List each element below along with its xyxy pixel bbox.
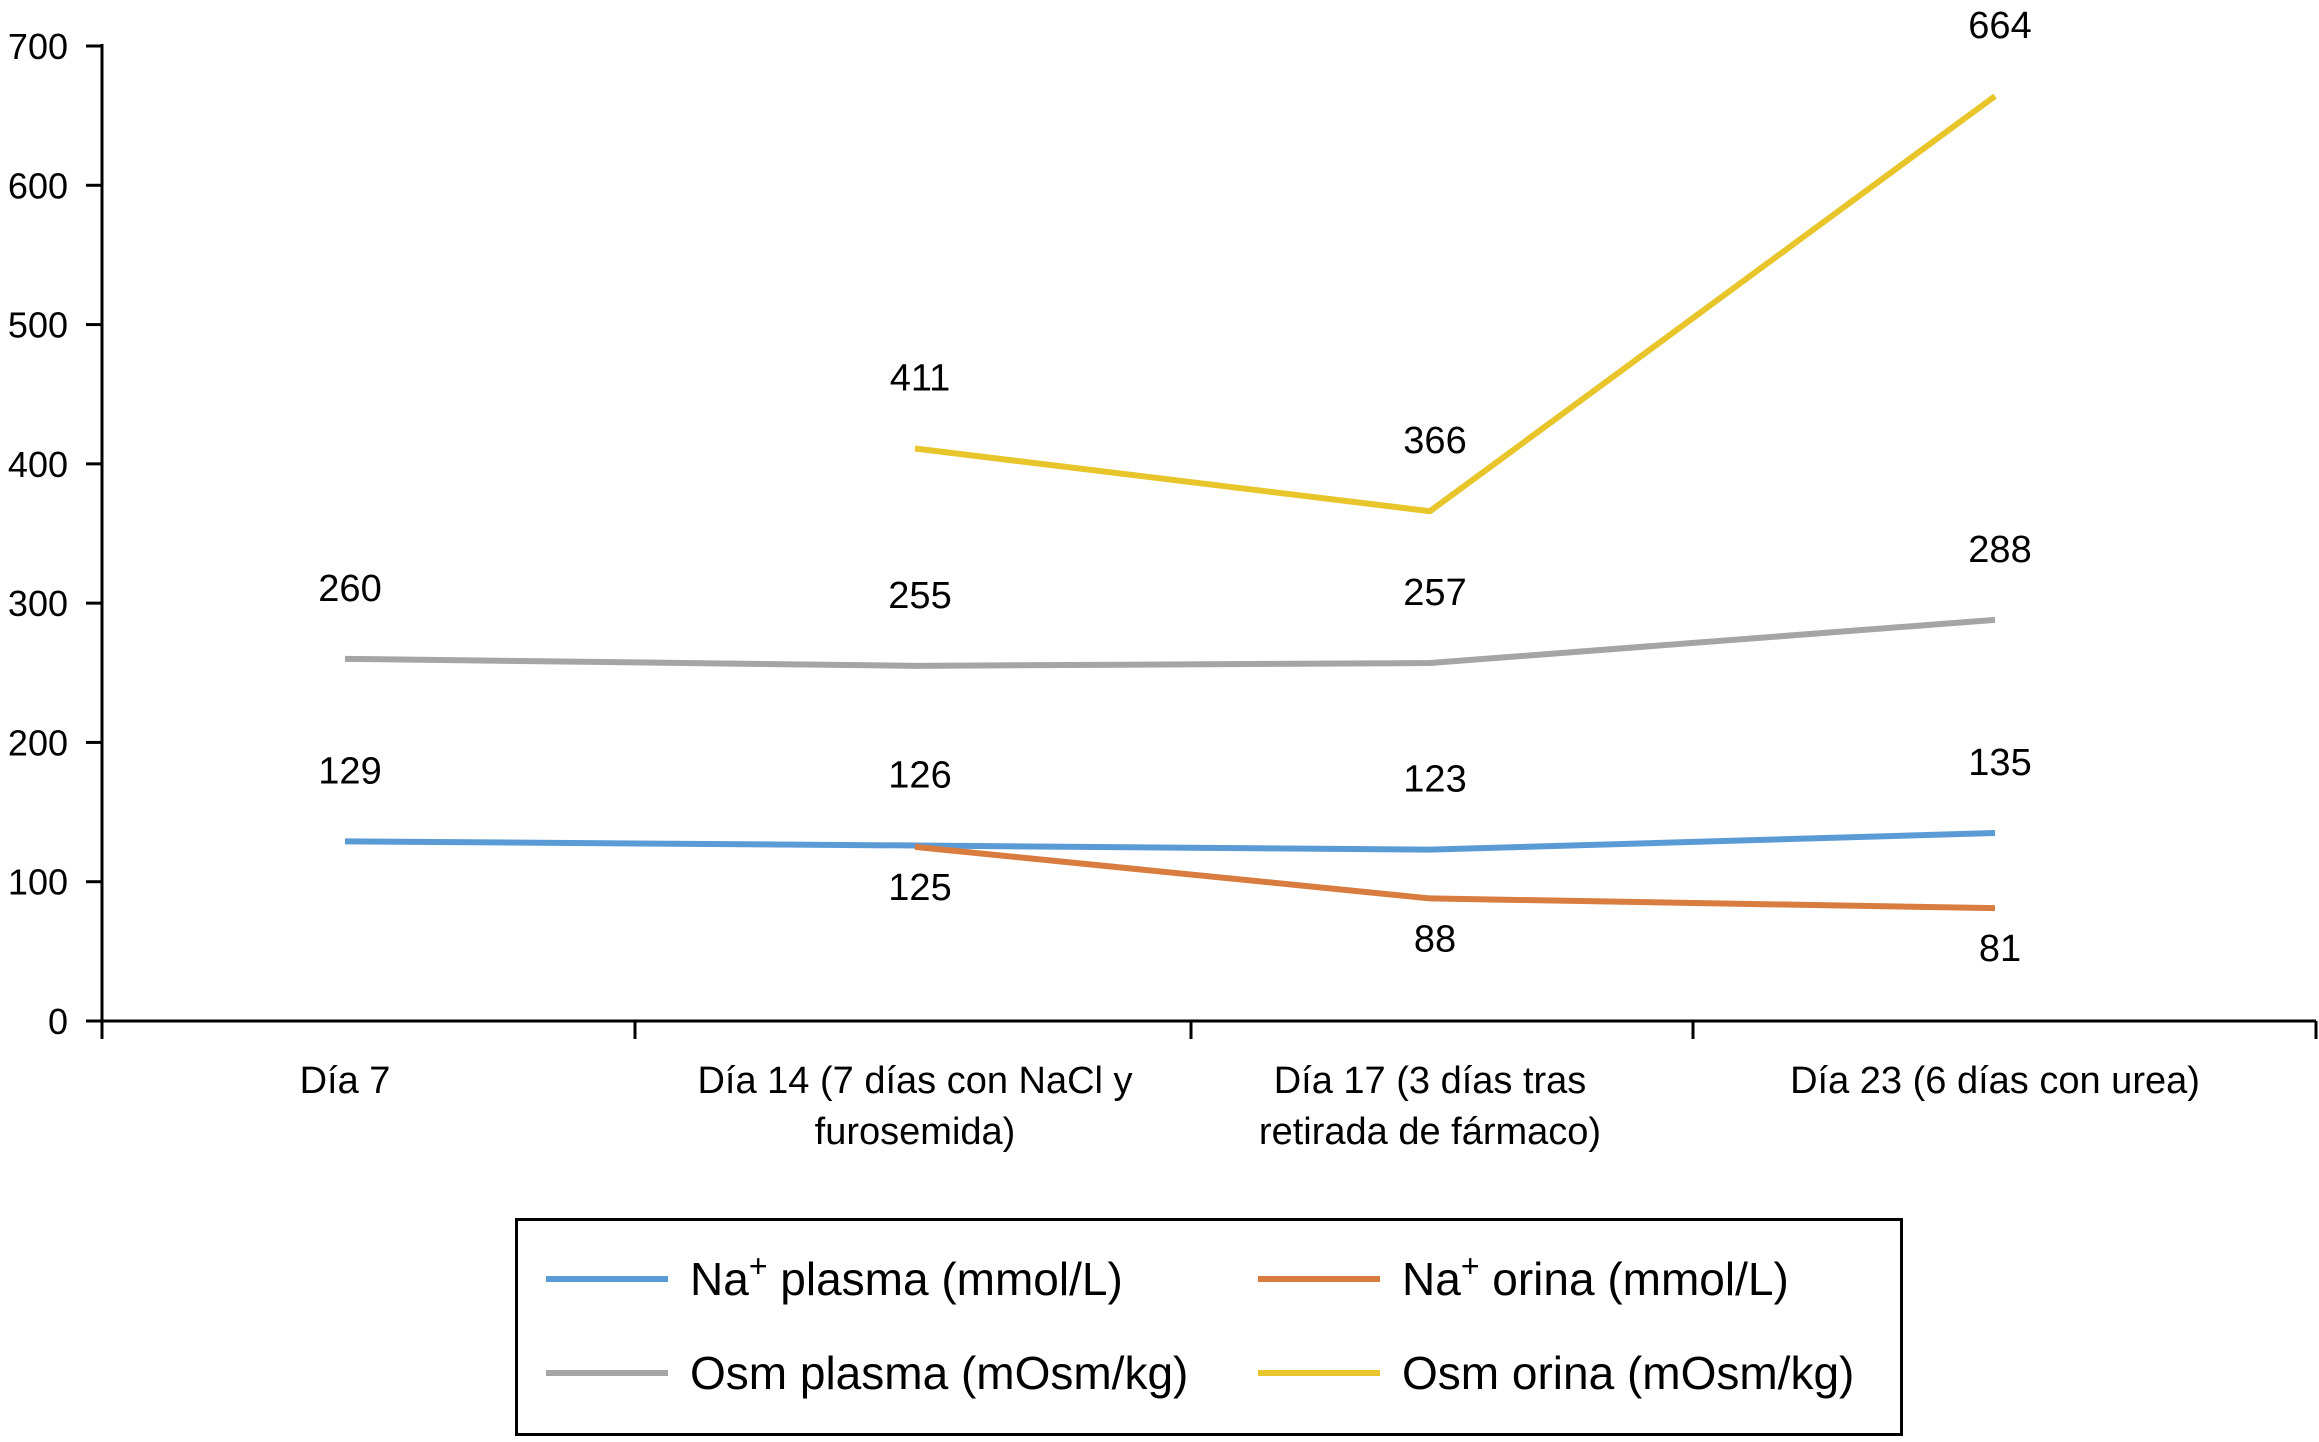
legend-item-na-plasma: Na+ plasma (mmol/L) xyxy=(546,1248,1123,1309)
series-line-osm-plasma xyxy=(344,616,1996,669)
y-tick-label: 500 xyxy=(8,305,68,346)
data-label-osm-plasma: 288 xyxy=(1968,529,2031,571)
y-tick-label: 100 xyxy=(8,862,68,903)
legend-item-osm-plasma: Osm plasma (mOsm/kg) xyxy=(546,1343,1188,1403)
data-label-na-orina: 125 xyxy=(888,867,951,909)
legend-label-osm-orina: Osm orina (mOsm/kg) xyxy=(1402,1347,1855,1399)
data-label-osm-orina: 366 xyxy=(1403,420,1466,462)
data-label-osm-plasma: 260 xyxy=(318,568,381,610)
legend-item-osm-orina: Osm orina (mOsm/kg) xyxy=(1258,1343,1854,1403)
y-tick-label: 0 xyxy=(48,1001,68,1042)
data-label-na-plasma: 129 xyxy=(318,750,381,792)
x-category-label: Día 14 (7 días con NaCl y furosemida) xyxy=(697,1060,1132,1153)
legend-label-na-orina: Na+ orina (mmol/L) xyxy=(1402,1248,1789,1305)
data-label-na-plasma: 123 xyxy=(1403,759,1466,801)
legend-label-na-plasma: Na+ plasma (mmol/L) xyxy=(690,1248,1123,1305)
y-tick-label: 700 xyxy=(8,26,68,67)
axes: 0 100 200 300 400 500 600 700 Día 7 Día 14 (7 día… xyxy=(8,26,2318,1153)
series-line-osm-orina xyxy=(914,93,1997,515)
legend-swatch-osm-orina xyxy=(1258,1370,1380,1376)
x-category-label: Día 7 xyxy=(300,1060,391,1102)
data-label-osm-plasma: 255 xyxy=(888,575,951,617)
y-tick-label: 200 xyxy=(8,722,68,763)
legend-swatch-na-orina xyxy=(1258,1276,1380,1282)
data-label-na-plasma: 126 xyxy=(888,755,951,797)
data-label-na-orina: 88 xyxy=(1414,918,1456,960)
y-tick-label: 400 xyxy=(8,444,68,485)
series-line-na-plasma xyxy=(344,829,1996,853)
legend-item-na-orina: Na+ orina (mmol/L) xyxy=(1258,1248,1789,1309)
legend-swatch-na-plasma xyxy=(546,1276,668,1282)
legend-label-osm-plasma: Osm plasma (mOsm/kg) xyxy=(690,1347,1189,1399)
data-label-osm-orina: 664 xyxy=(1968,5,2031,47)
data-label-osm-plasma: 257 xyxy=(1403,572,1466,614)
data-labels: 129 126 123 135 125 88 81 260 255 257 288 411 366 664 xyxy=(318,5,2031,970)
legend-swatch-osm-plasma xyxy=(546,1370,668,1376)
x-category-label: Día 23 (6 días con urea) xyxy=(1790,1060,2200,1102)
data-label-osm-orina: 411 xyxy=(890,358,951,400)
legend: Na+ plasma (mmol/L) Na+ orina (mmol/L) O… xyxy=(515,1218,1903,1436)
data-label-na-plasma: 135 xyxy=(1968,742,2031,784)
y-tick-label: 300 xyxy=(8,583,68,624)
x-category-label: Día 17 (3 días tras retirada de fármaco) xyxy=(1259,1060,1601,1153)
series-lines xyxy=(344,93,1997,912)
series-line-na-orina xyxy=(914,843,1996,912)
y-tick-label: 600 xyxy=(8,165,68,206)
data-label-na-orina: 81 xyxy=(1979,928,2021,970)
